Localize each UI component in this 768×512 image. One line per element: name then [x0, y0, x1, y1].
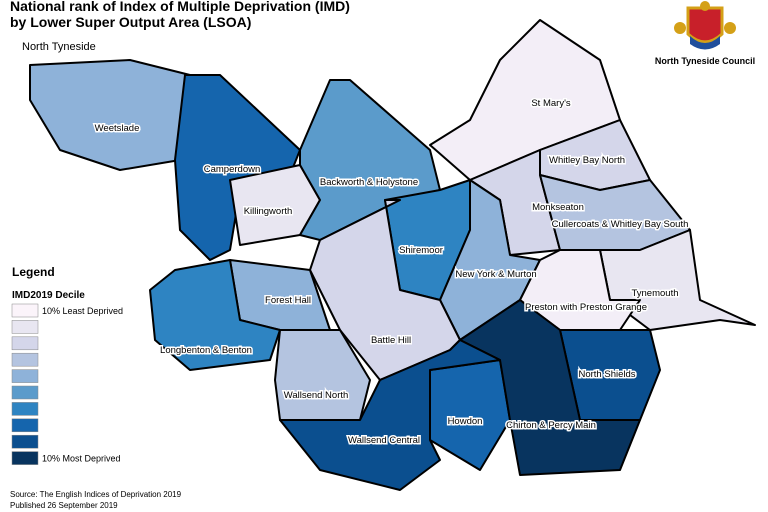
- legend-swatch: [11, 303, 39, 318]
- ward-area: [309, 199, 461, 381]
- ward-label: Wallsend North: [284, 390, 349, 401]
- council-logo: [674, 1, 736, 50]
- ward-area: [279, 339, 501, 491]
- ward-labels: Weetslade Camperdown Killingworth Backwo…: [93, 97, 690, 448]
- ward-label: Chirton & Percy Main: [506, 420, 596, 431]
- ward-label: Camperdown: [204, 164, 261, 175]
- ward-label: Howdon: [448, 416, 483, 427]
- ward-label: Killingworth: [244, 206, 293, 217]
- ward-label: St Mary's: [531, 98, 571, 109]
- ward-label: North Shields: [578, 369, 635, 380]
- ward-label: New York & Murton: [455, 269, 536, 280]
- ward-label: Backworth & Holystone: [320, 177, 418, 188]
- title: by Lower Super Output Area (LSOA): [10, 14, 251, 30]
- legend-swatch: [11, 402, 39, 416]
- published: Published 26 September 2019: [10, 501, 118, 510]
- legend-subtitle: IMD2019 Decile: [12, 290, 85, 301]
- legend-label: 10% Most Deprived: [42, 454, 121, 464]
- legend-swatch: [11, 320, 39, 334]
- legend-swatch: [11, 385, 39, 400]
- council-name: North Tyneside Council: [655, 56, 755, 66]
- ward-area: [174, 74, 301, 261]
- legend: 10% Least Deprived 10% Most Deprived: [11, 303, 123, 465]
- ward-label: Wallsend Central: [348, 435, 420, 446]
- legend-swatch: [11, 352, 39, 367]
- title: National rank of Index of Multiple Depri…: [10, 0, 350, 14]
- legend-swatch: [11, 434, 39, 449]
- legend-swatch: [11, 418, 39, 433]
- map: [29, 19, 756, 491]
- area-label: North Tyneside: [22, 41, 96, 53]
- ward-area: [459, 299, 641, 476]
- ward-label: Monkseaton: [532, 202, 584, 213]
- legend-title: Legend: [12, 265, 55, 279]
- ward-label: Preston with Preston Grange: [525, 302, 647, 313]
- legend-label: 10% Least Deprived: [42, 306, 123, 316]
- ward-label: Shiremoor: [399, 245, 443, 256]
- legend-swatch: [11, 336, 39, 351]
- legend-swatch: [11, 451, 39, 465]
- source: Source: The English Indices of Deprivati…: [10, 490, 182, 499]
- ward-area: [29, 59, 201, 171]
- ward-label: Weetslade: [95, 123, 140, 134]
- ward-label: Longbenton & Benton: [160, 345, 252, 356]
- ward-label: Battle Hill: [371, 335, 411, 346]
- ward-area: [429, 359, 511, 471]
- ward-label: Cullercoats & Whitley Bay South: [552, 219, 689, 230]
- ward-label: Tynemouth: [632, 288, 679, 299]
- legend-swatch: [11, 369, 39, 383]
- ward-label: Forest Hall: [265, 295, 311, 306]
- ward-label: Whitley Bay North: [549, 155, 625, 166]
